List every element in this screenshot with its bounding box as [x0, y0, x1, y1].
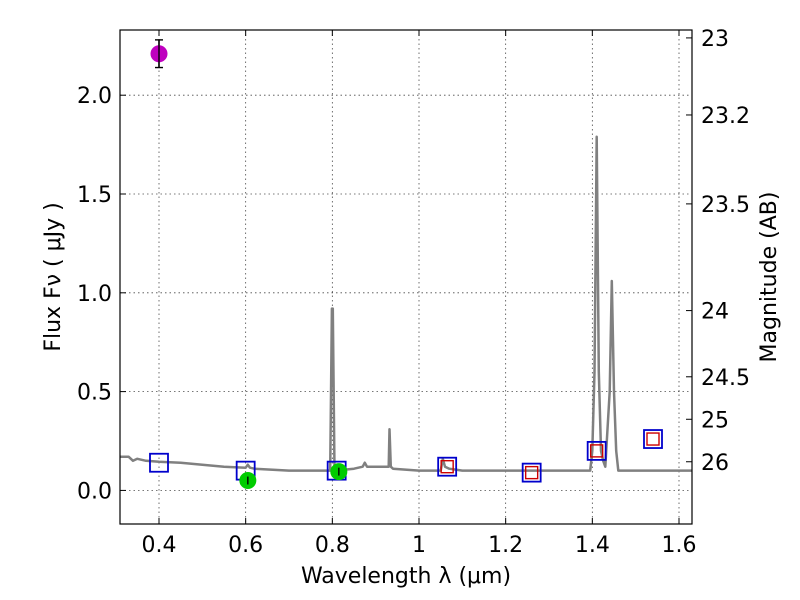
y2-tick-label: 24 [701, 300, 729, 325]
y2-axis: 23 23.2 23.5 24 24.5 25 26 [686, 27, 750, 476]
x-tick-label: 1.2 [488, 533, 523, 558]
model-square [521, 462, 542, 483]
y-tick-label: 1.0 [77, 282, 112, 307]
model-square [643, 429, 663, 449]
y2-tick-label: 25 [701, 408, 729, 433]
y-tick-label: 0.0 [77, 479, 112, 504]
y2-axis-label: Magnitude (AB) [757, 192, 782, 363]
y-axis-label: Flux Fν ( μJy ) [41, 202, 66, 351]
x-axis-label: Wavelength λ (μm) [301, 564, 511, 589]
y2-tick-label: 23.2 [701, 104, 750, 129]
y2-tick-label: 24.5 [701, 366, 750, 391]
x-tick-label: 1.6 [662, 533, 697, 558]
y-tick-label: 0.5 [77, 381, 112, 406]
y2-tick-label: 23 [701, 27, 729, 52]
y2-tick-label: 26 [701, 451, 729, 476]
upper-limit-square [589, 444, 604, 458]
x-tick-label: 0.6 [228, 533, 263, 558]
y-axis: 0.0 0.5 1.0 1.5 2.0 [77, 84, 126, 504]
upper-limit-square [646, 432, 660, 446]
model-square [586, 440, 607, 461]
x-tick-label: 1 [412, 533, 426, 558]
y-tick-label: 2.0 [77, 84, 112, 109]
model-square [149, 452, 169, 473]
upper-limit-square [524, 465, 539, 480]
grid [120, 30, 692, 524]
x-tick-label: 0.8 [315, 533, 350, 558]
y-tick-label: 1.5 [77, 183, 112, 208]
x-tick-label: 0.4 [142, 533, 177, 558]
y2-tick-label: 23.5 [701, 193, 750, 218]
spectrum-line [120, 135, 692, 472]
model-square [437, 456, 458, 477]
upper-limit-square [440, 459, 454, 474]
plot-area [120, 39, 692, 490]
x-tick-label: 1.4 [575, 533, 610, 558]
plot-frame [119, 29, 693, 525]
x-axis: 0.4 0.6 0.8 1 1.2 1.4 1.6 [142, 30, 697, 558]
